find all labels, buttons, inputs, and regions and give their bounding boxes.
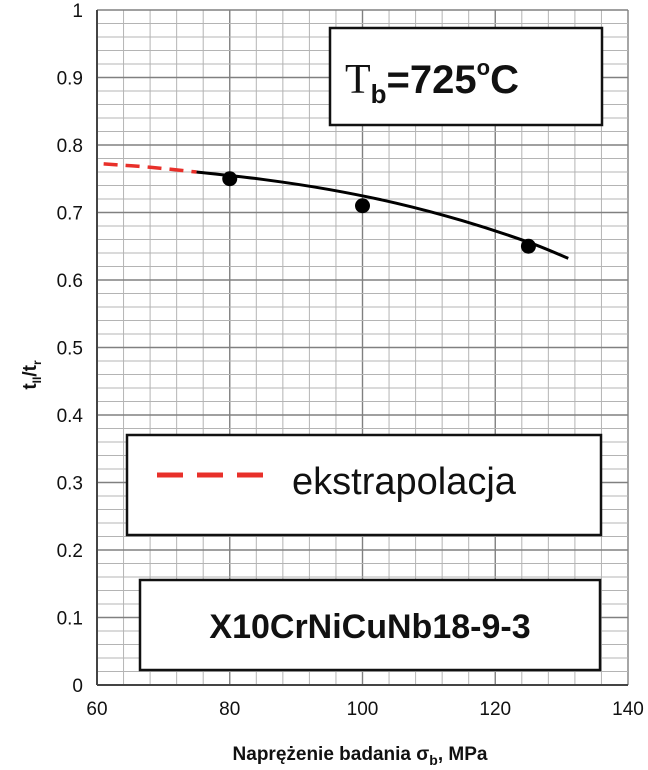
y-tick-label: 0.1 <box>57 609 83 630</box>
temperature-degree: o <box>477 55 490 80</box>
x-tick-labels: 60 80 100 120 140 <box>86 699 643 720</box>
y-tick-labels: 0 0.1 0.2 0.3 0.4 0.5 0.6 0.7 0.8 0.9 1 <box>57 1 84 697</box>
temperature-annotation: Tb=725oC <box>328 26 604 127</box>
x-axis-label: Naprężenie badania σb, MPa <box>233 744 488 768</box>
temperature-unit: C <box>490 58 519 102</box>
temperature-symbol: T <box>345 57 371 103</box>
x-tick-label: 60 <box>86 699 107 720</box>
y-tick-label: 0.6 <box>57 271 83 292</box>
extrapolation-line <box>103 162 197 174</box>
x-tick-label: 140 <box>612 699 644 720</box>
y-tick-label: 0 <box>72 676 83 697</box>
y-tick-label: 0.9 <box>57 69 83 90</box>
data-point <box>520 238 536 254</box>
temperature-subscript: b <box>371 79 387 109</box>
axes <box>96 10 628 686</box>
y-tick-label: 1 <box>72 1 83 22</box>
y-tick-label: 0.8 <box>57 136 83 157</box>
data-point <box>355 198 370 214</box>
x-tick-label: 100 <box>347 699 379 720</box>
temperature-value: =725 <box>387 58 477 102</box>
data-point <box>222 171 238 187</box>
material-annotation: X10CrNiCuNb18-9-3 <box>138 578 602 672</box>
fit-curve <box>196 170 569 260</box>
y-tick-label: 0.3 <box>57 474 83 495</box>
x-tick-label: 120 <box>479 699 511 720</box>
legend-extrapolation-label: ekstrapolacja <box>292 461 517 503</box>
y-tick-label: 0.2 <box>57 541 83 562</box>
y-tick-label: 0.7 <box>57 204 83 225</box>
y-tick-label: 0.5 <box>57 339 83 360</box>
svg-text:Tb=725oC: Tb=725oC <box>345 55 519 109</box>
y-tick-label: 0.4 <box>57 406 84 427</box>
legend: ekstrapolacja <box>125 433 603 537</box>
data-points <box>222 171 536 254</box>
x-tick-label: 80 <box>219 699 240 720</box>
material-label: X10CrNiCuNb18-9-3 <box>209 608 530 646</box>
y-axis-label: tII/tr <box>20 360 44 390</box>
